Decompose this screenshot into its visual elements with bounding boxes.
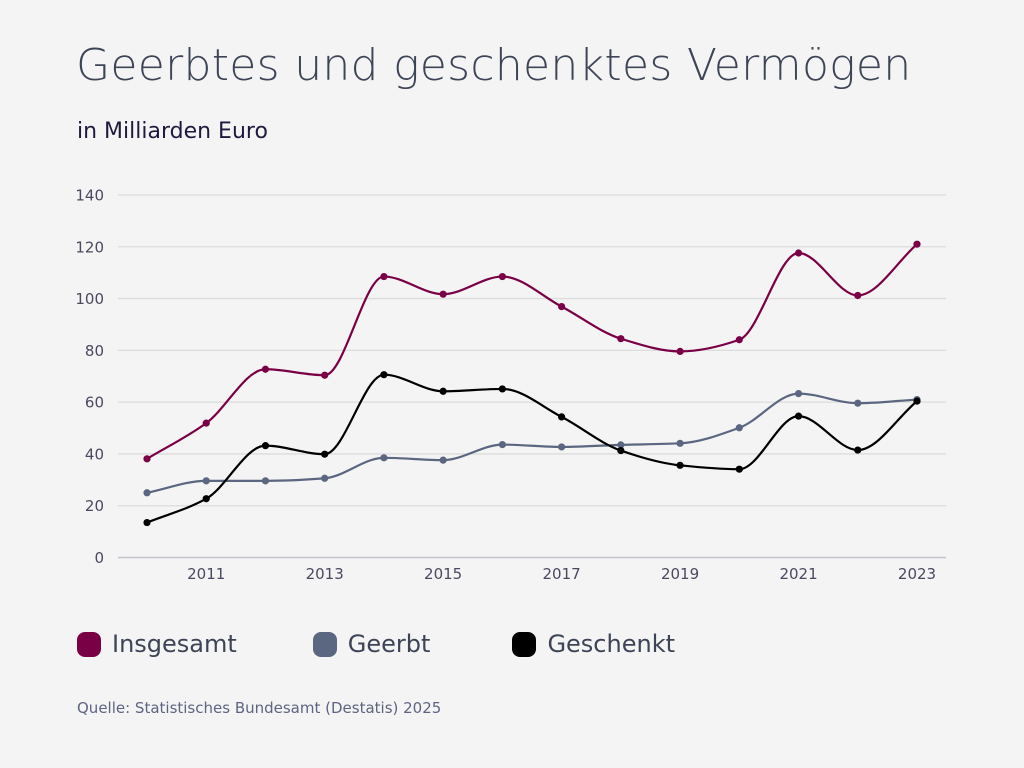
data-point-insgesamt-2016 xyxy=(498,272,506,281)
data-point-geschenkt-2012 xyxy=(261,442,270,450)
data-point-geerbt-2020 xyxy=(735,424,743,432)
legend-swatch-insgesamt xyxy=(77,631,101,657)
data-point-geerbt-2015 xyxy=(439,456,447,464)
data-point-geerbt-2010 xyxy=(143,489,151,497)
data-point-geschenkt-2017 xyxy=(558,413,566,421)
data-point-geschenkt-2011 xyxy=(202,495,210,503)
y-tick-label-80: 80 xyxy=(85,342,104,360)
data-point-insgesamt-2011 xyxy=(202,419,210,427)
series-points xyxy=(143,240,921,527)
legend-item-insgesamt[interactable]: Insgesamt xyxy=(77,630,237,658)
series-line-geerbt xyxy=(146,392,918,494)
legend-label-geschenkt: Geschenkt xyxy=(547,630,675,658)
x-tick-label-2017: 2017 xyxy=(543,565,581,583)
legend-swatch-geerbt xyxy=(312,631,337,657)
data-point-insgesamt-2018 xyxy=(617,335,625,343)
data-point-geschenkt-2021 xyxy=(794,412,803,420)
gridlines xyxy=(118,194,946,507)
legend-label-geerbt: Geerbt xyxy=(347,630,431,658)
x-tick-label-2011: 2011 xyxy=(187,565,225,583)
legend-item-geerbt[interactable]: Geerbt xyxy=(312,630,431,658)
data-point-geerbt-2017 xyxy=(558,443,566,451)
data-point-insgesamt-2014 xyxy=(380,272,388,281)
data-point-geschenkt-2014 xyxy=(380,371,388,379)
data-point-insgesamt-2020 xyxy=(735,336,743,344)
series-line-geschenkt xyxy=(146,373,918,524)
data-point-insgesamt-2012 xyxy=(261,365,270,373)
x-tick-label-2021: 2021 xyxy=(779,565,817,583)
y-tick-label-140: 140 xyxy=(75,187,104,205)
legend-swatch-geschenkt xyxy=(512,631,537,657)
data-point-geschenkt-2020 xyxy=(735,465,743,473)
data-point-geerbt-2018 xyxy=(617,441,625,449)
data-point-geschenkt-2023 xyxy=(913,397,921,405)
data-point-geerbt-2013 xyxy=(321,474,329,482)
data-point-geerbt-2012 xyxy=(261,477,270,485)
x-axis-ticks: 2011 2013 2015 2017 2019 2021 2023 xyxy=(187,565,936,583)
y-tick-label-20: 20 xyxy=(85,497,104,515)
legend: Insgesamt Geerbt Geschenkt xyxy=(77,630,675,658)
data-point-insgesamt-2015 xyxy=(439,290,447,298)
data-point-insgesamt-2010 xyxy=(143,455,151,463)
y-tick-label-120: 120 xyxy=(75,238,104,256)
data-point-geschenkt-2013 xyxy=(321,450,329,458)
data-point-geschenkt-2018 xyxy=(617,446,625,455)
data-point-geerbt-2016 xyxy=(498,441,506,449)
data-point-geschenkt-2010 xyxy=(143,518,151,527)
data-point-geerbt-2022 xyxy=(854,399,862,407)
data-point-geschenkt-2019 xyxy=(676,461,684,469)
data-point-insgesamt-2023 xyxy=(913,240,921,248)
data-point-geschenkt-2015 xyxy=(439,387,447,395)
data-point-geschenkt-2016 xyxy=(498,385,506,393)
x-tick-label-2013: 2013 xyxy=(306,565,344,583)
chart-title: Geerbtes und geschenktes Vermögen xyxy=(76,40,912,91)
data-point-geerbt-2011 xyxy=(202,477,210,485)
y-tick-label-0: 0 xyxy=(94,549,104,567)
data-point-insgesamt-2017 xyxy=(558,302,566,311)
chart-subtitle: in Milliarden Euro xyxy=(77,119,268,144)
data-point-insgesamt-2013 xyxy=(321,371,329,379)
data-point-geschenkt-2022 xyxy=(854,446,862,454)
legend-label-insgesamt: Insgesamt xyxy=(112,630,237,658)
x-tick-label-2019: 2019 xyxy=(661,565,699,583)
data-point-geerbt-2019 xyxy=(676,439,684,447)
y-tick-label-100: 100 xyxy=(75,290,104,308)
data-point-geerbt-2014 xyxy=(380,454,388,462)
source-note: Quelle: Statistisches Bundesamt (Destati… xyxy=(77,699,442,717)
data-point-geerbt-2021 xyxy=(794,389,803,398)
y-tick-label-40: 40 xyxy=(85,445,104,463)
data-point-insgesamt-2019 xyxy=(676,347,684,355)
legend-item-geschenkt[interactable]: Geschenkt xyxy=(512,630,675,658)
y-tick-label-60: 60 xyxy=(85,394,104,412)
data-point-insgesamt-2022 xyxy=(854,291,862,300)
data-point-insgesamt-2021 xyxy=(794,249,803,257)
x-tick-label-2023: 2023 xyxy=(898,565,936,583)
y-axis-ticks: 0 20 40 60 80 100 120 140 xyxy=(75,187,104,568)
series-line-insgesamt xyxy=(146,243,918,460)
x-tick-label-2015: 2015 xyxy=(424,565,462,583)
